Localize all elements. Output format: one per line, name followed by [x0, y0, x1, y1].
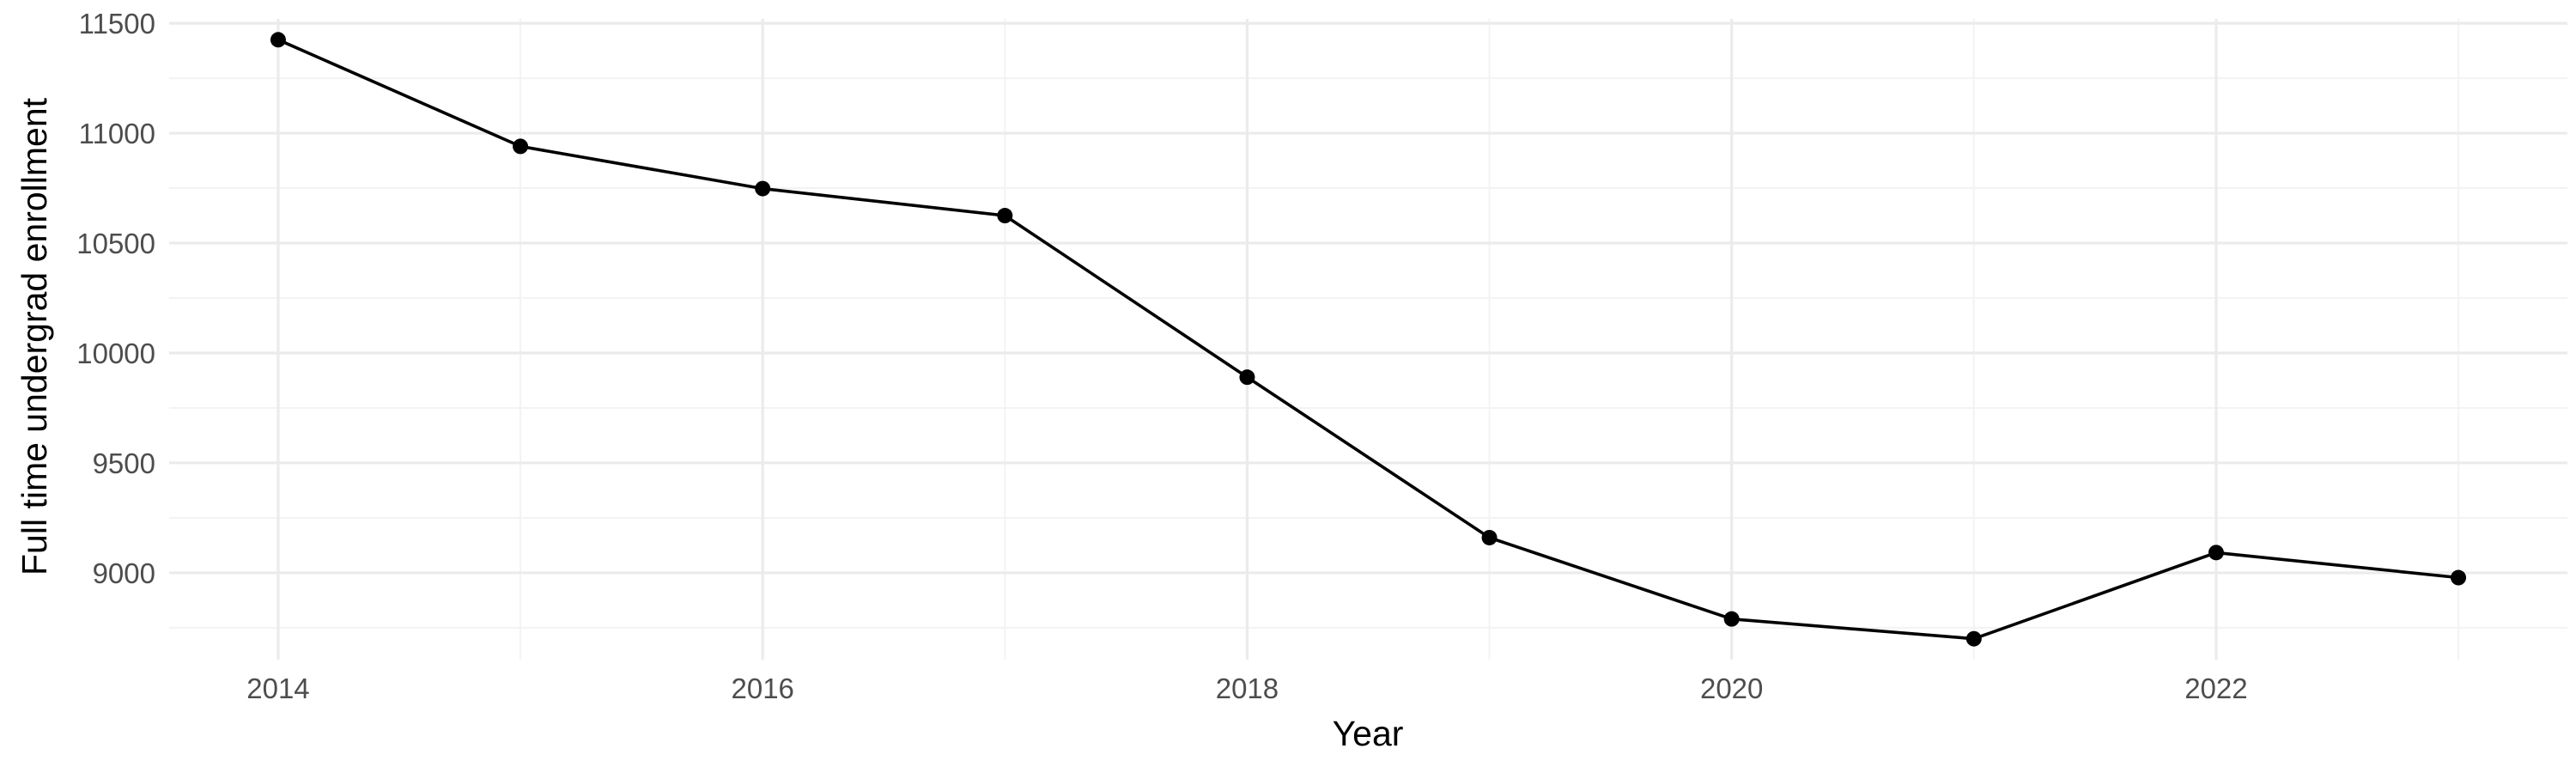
y-tick-label: 11500 [79, 8, 155, 40]
data-points [270, 32, 2467, 647]
data-point [1965, 630, 1982, 647]
x-tick-label: 2020 [1700, 673, 1763, 704]
x-axis-tick-labels: 2014 2016 2018 2020 2022 [246, 673, 2247, 704]
data-point [755, 180, 771, 197]
y-tick-label: 10500 [76, 228, 155, 259]
x-tick-label: 2018 [1216, 673, 1279, 704]
y-tick-label: 9500 [93, 447, 155, 479]
y-tick-label: 10000 [76, 338, 155, 369]
data-point [1481, 529, 1498, 545]
series-line [277, 38, 2459, 641]
data-point [2208, 545, 2224, 561]
x-tick-label: 2016 [731, 673, 793, 704]
y-tick-label: 11000 [79, 118, 155, 149]
data-point [1723, 611, 1740, 627]
x-tick-label: 2014 [246, 673, 309, 704]
x-tick-label: 2022 [2184, 673, 2247, 704]
y-tick-label: 9000 [93, 557, 155, 589]
y-axis-title: Full time undergrad enrollment [15, 97, 54, 575]
grid-lines [169, 19, 2567, 660]
y-axis-tick-labels: 9000 9500 10000 10500 11000 11500 [76, 8, 155, 589]
data-point [513, 138, 529, 155]
data-point [1239, 369, 1255, 386]
x-axis-title: Year [1333, 714, 1404, 753]
data-point [2451, 569, 2467, 586]
data-point [270, 32, 286, 48]
data-point [997, 208, 1013, 224]
